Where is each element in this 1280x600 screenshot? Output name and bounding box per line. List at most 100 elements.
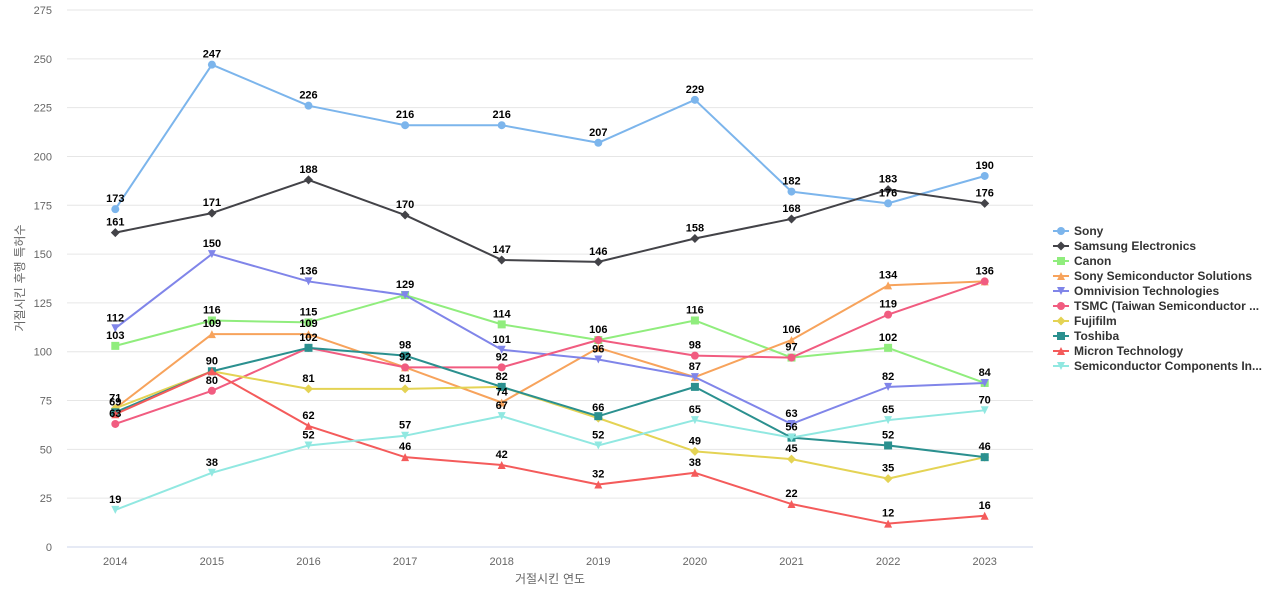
data-point[interactable]	[884, 382, 893, 391]
legend-marker[interactable]	[1057, 227, 1065, 235]
data-point[interactable]	[207, 316, 216, 325]
data-point[interactable]	[884, 281, 893, 290]
series-line[interactable]	[114, 280, 985, 410]
legend-marker[interactable]	[1057, 272, 1065, 280]
legend-item[interactable]: Sony Semiconductor Solutions	[1053, 269, 1252, 283]
data-point[interactable]	[497, 255, 507, 265]
data-point[interactable]	[884, 310, 893, 319]
data-point[interactable]	[594, 441, 603, 450]
data-point[interactable]	[304, 421, 313, 430]
data-point[interactable]	[787, 353, 796, 362]
data-point[interactable]	[110, 228, 120, 238]
data-point[interactable]	[304, 441, 313, 450]
data-point[interactable]	[980, 171, 989, 180]
legend-item[interactable]: Toshiba	[1053, 329, 1119, 343]
data-point[interactable]	[594, 480, 603, 489]
data-point[interactable]	[304, 277, 313, 286]
legend-item[interactable]: Sony	[1053, 224, 1104, 238]
data-point[interactable]	[980, 277, 989, 286]
legend-marker[interactable]	[1057, 287, 1065, 295]
series-line[interactable]	[115, 178, 985, 263]
legend-marker[interactable]	[1057, 257, 1065, 265]
data-point[interactable]	[980, 198, 990, 208]
data-point[interactable]	[497, 412, 506, 421]
series-line[interactable]	[115, 294, 986, 384]
data-point[interactable]	[980, 406, 989, 415]
legend-item[interactable]: TSMC (Taiwan Semiconductor ...	[1053, 299, 1259, 313]
series-line[interactable]	[114, 63, 985, 210]
data-point[interactable]	[401, 351, 410, 360]
data-point[interactable]	[207, 208, 217, 218]
data-point[interactable]	[207, 250, 216, 259]
data-point[interactable]	[497, 345, 506, 354]
legend-item[interactable]: Canon	[1053, 254, 1111, 268]
data-point[interactable]	[304, 175, 313, 185]
data-point[interactable]	[690, 351, 699, 360]
data-point[interactable]	[883, 185, 893, 195]
data-point[interactable]	[497, 382, 506, 391]
data-point[interactable]	[980, 378, 989, 387]
data-point[interactable]	[497, 363, 506, 372]
data-point[interactable]	[400, 384, 410, 394]
legend-marker[interactable]	[1057, 302, 1065, 310]
data-point[interactable]	[111, 324, 120, 333]
data-point[interactable]	[690, 382, 699, 391]
data-point[interactable]	[497, 398, 506, 407]
data-point[interactable]	[884, 519, 893, 528]
legend-marker[interactable]	[1057, 347, 1065, 355]
data-point[interactable]	[884, 199, 893, 208]
data-point[interactable]	[401, 121, 410, 130]
data-point[interactable]	[304, 330, 313, 339]
data-point[interactable]	[690, 373, 699, 382]
data-point[interactable]	[497, 460, 506, 469]
data-point[interactable]	[787, 187, 796, 196]
data-point[interactable]	[787, 419, 796, 428]
data-point[interactable]	[111, 205, 120, 214]
data-point[interactable]	[690, 233, 700, 243]
data-point[interactable]	[690, 416, 699, 425]
data-point[interactable]	[594, 138, 603, 147]
data-point[interactable]	[304, 343, 313, 352]
data-point[interactable]	[787, 214, 796, 224]
data-point[interactable]	[400, 210, 410, 220]
data-point[interactable]	[497, 121, 506, 130]
data-point[interactable]	[304, 318, 313, 327]
data-point[interactable]	[690, 468, 699, 477]
legend-item[interactable]: Micron Technology	[1053, 344, 1183, 358]
data-point[interactable]	[207, 60, 216, 69]
data-point[interactable]	[207, 330, 216, 339]
data-point[interactable]	[594, 336, 603, 345]
data-point[interactable]	[690, 316, 699, 325]
legend-marker[interactable]	[1057, 332, 1065, 340]
data-point[interactable]	[884, 343, 893, 352]
data-point[interactable]	[787, 500, 796, 509]
data-point[interactable]	[787, 433, 796, 442]
data-point[interactable]	[980, 453, 989, 462]
data-point[interactable]	[690, 446, 700, 456]
data-point[interactable]	[594, 412, 603, 421]
data-point[interactable]	[884, 416, 893, 425]
data-point[interactable]	[111, 341, 120, 350]
data-point[interactable]	[594, 343, 603, 352]
legend-item[interactable]: Samsung Electronics	[1053, 239, 1196, 253]
data-point[interactable]	[207, 468, 216, 477]
data-point[interactable]	[111, 419, 120, 428]
legend-marker[interactable]	[1056, 241, 1066, 251]
data-point[interactable]	[111, 410, 120, 419]
data-point[interactable]	[207, 386, 216, 395]
series-line[interactable]	[114, 253, 985, 425]
legend-item[interactable]: Semiconductor Components In...	[1053, 359, 1262, 373]
data-point[interactable]	[593, 257, 603, 267]
data-point[interactable]	[787, 336, 796, 345]
data-point[interactable]	[304, 384, 313, 394]
legend-marker[interactable]	[1056, 316, 1066, 326]
data-point[interactable]	[401, 363, 410, 372]
series-line[interactable]	[114, 280, 986, 425]
series-line[interactable]	[114, 346, 985, 459]
data-point[interactable]	[690, 95, 699, 104]
data-point[interactable]	[883, 474, 893, 484]
data-point[interactable]	[401, 291, 410, 300]
data-point[interactable]	[980, 511, 989, 520]
data-point[interactable]	[401, 453, 410, 462]
